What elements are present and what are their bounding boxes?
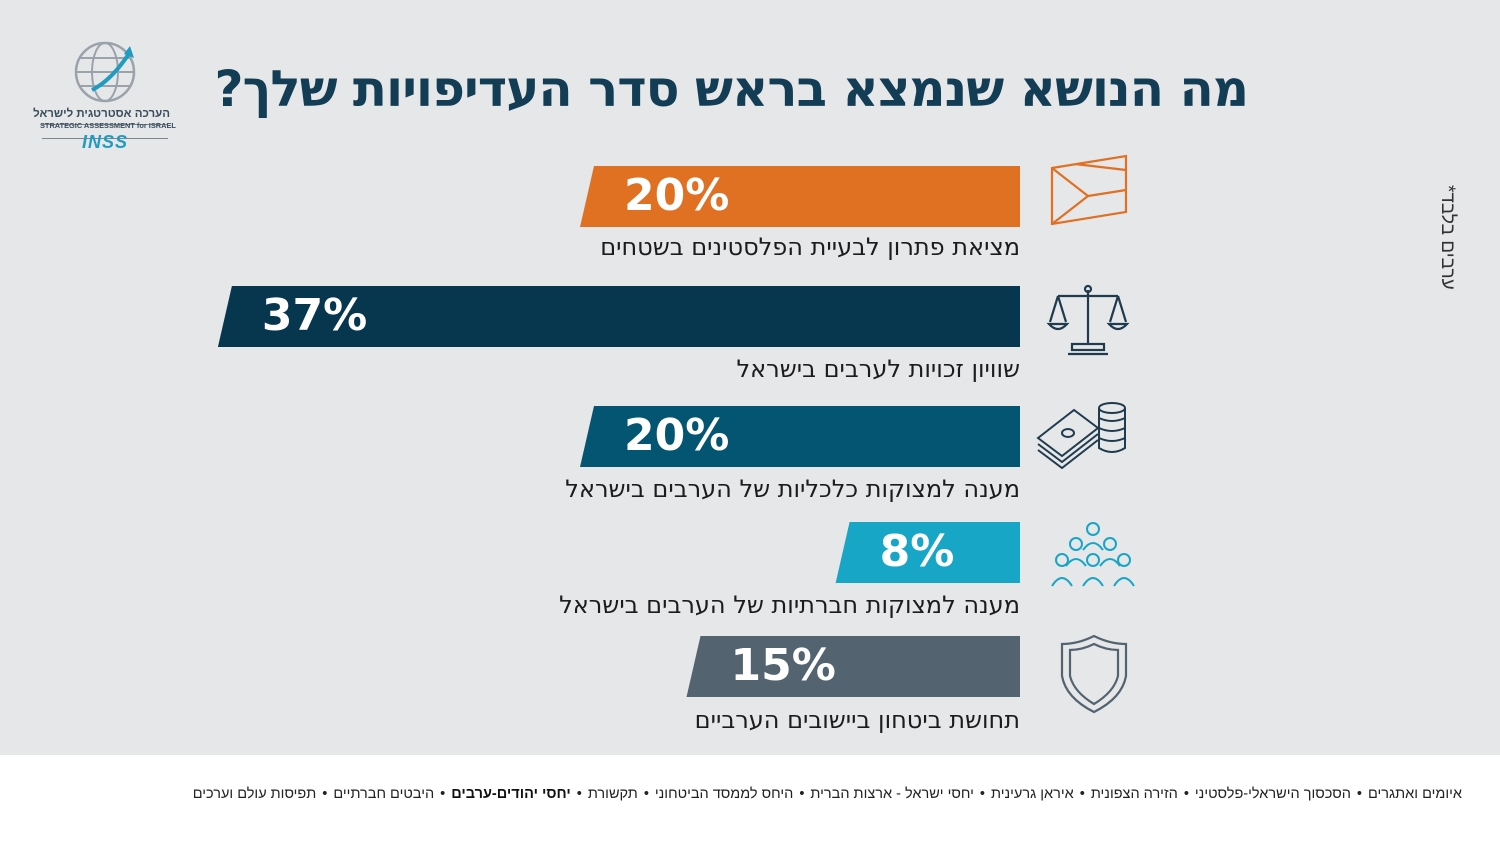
footer-separator: • bbox=[440, 786, 446, 802]
footer-topic-link[interactable]: תקשורת bbox=[587, 786, 638, 802]
category-label-2: שוויון זכויות לערבים בישראל bbox=[736, 355, 1021, 383]
footer-topic-link[interactable]: איומים ואתגרים bbox=[1367, 786, 1462, 802]
shield-icon bbox=[1060, 634, 1128, 714]
chart-title: מה הנושא שנמצא בראש סדר העדיפויות שלך? bbox=[214, 60, 1249, 118]
category-label-1: מציאת פתרון לבעיית הפלסטינים בשטחים bbox=[600, 233, 1020, 261]
value-label-4: 8% bbox=[879, 526, 955, 577]
footer-bar bbox=[0, 755, 1500, 844]
side-note: ערבים בלבד* bbox=[1437, 185, 1458, 290]
category-label-4: מענה למצוקות חברתיות של הערבים בישראל bbox=[559, 591, 1020, 619]
footer-topic-link[interactable]: יחסי ישראל - ארצות הברית bbox=[810, 786, 974, 802]
footer-separator: • bbox=[643, 786, 649, 802]
logo-rule-2 bbox=[42, 138, 168, 139]
value-label-5: 15% bbox=[730, 640, 836, 691]
logo-rule bbox=[42, 124, 168, 125]
footer-separator: • bbox=[799, 786, 805, 802]
logo-hebrew-text: הערכה אסטרטגית לישראל bbox=[33, 108, 170, 120]
footer-separator: • bbox=[979, 786, 985, 802]
logo-english-text: STRATEGIC ASSESSMENT for ISRAEL bbox=[40, 121, 176, 130]
inss-brand-wordmark: INSS bbox=[81, 132, 128, 152]
bar-chart bbox=[217, 166, 1020, 697]
footer-topic-link[interactable]: יחסי יהודים-ערבים bbox=[451, 786, 571, 802]
infographic-canvas: הערכה אסטרטגית לישראל STRATEGIC ASSESSME… bbox=[33, 41, 1458, 734]
scales-of-justice-icon bbox=[1046, 284, 1130, 356]
footer-separator: • bbox=[1356, 786, 1362, 802]
palestinian-flag-icon bbox=[1050, 154, 1128, 226]
footer-topic-link[interactable]: היבטים חברתיים bbox=[333, 786, 435, 802]
footer-topic-link[interactable]: הסכסוך הישראלי-פלסטיני bbox=[1194, 786, 1351, 802]
value-label-2: 37% bbox=[261, 290, 368, 341]
footer-topics: איומים ואתגרים • הסכסוך הישראלי-פלסטיני • הז… bbox=[193, 786, 1462, 802]
bar-2 bbox=[217, 286, 1020, 347]
inss-globe-logo-icon bbox=[74, 41, 136, 103]
money-coins-icon bbox=[1036, 402, 1126, 470]
footer-separator: • bbox=[322, 786, 328, 802]
value-label-3: 20% bbox=[624, 410, 730, 461]
footer-separator: • bbox=[1183, 786, 1189, 802]
footer-separator: • bbox=[576, 786, 582, 802]
value-label-1: 20% bbox=[624, 170, 730, 221]
bar-4 bbox=[835, 522, 1020, 583]
footer-topic-link[interactable]: הזירה הצפונית bbox=[1090, 786, 1178, 802]
footer-topic-link[interactable]: תפיסות עולם וערכים bbox=[192, 786, 317, 802]
bar-3 bbox=[580, 406, 1020, 467]
footer-topic-link[interactable]: היחס לממסד הביטחוני bbox=[654, 786, 794, 802]
bar-5 bbox=[686, 636, 1020, 697]
footer-topic-link[interactable]: איראן גרעינית bbox=[990, 786, 1074, 802]
category-label-5: תחושת ביטחון ביישובים הערביים bbox=[694, 706, 1020, 734]
bar-1 bbox=[580, 166, 1020, 227]
category-label-3: מענה למצוקות כלכליות של הערבים בישראל bbox=[565, 475, 1020, 503]
people-group-icon bbox=[1051, 522, 1135, 587]
footer-separator: • bbox=[1079, 786, 1085, 802]
